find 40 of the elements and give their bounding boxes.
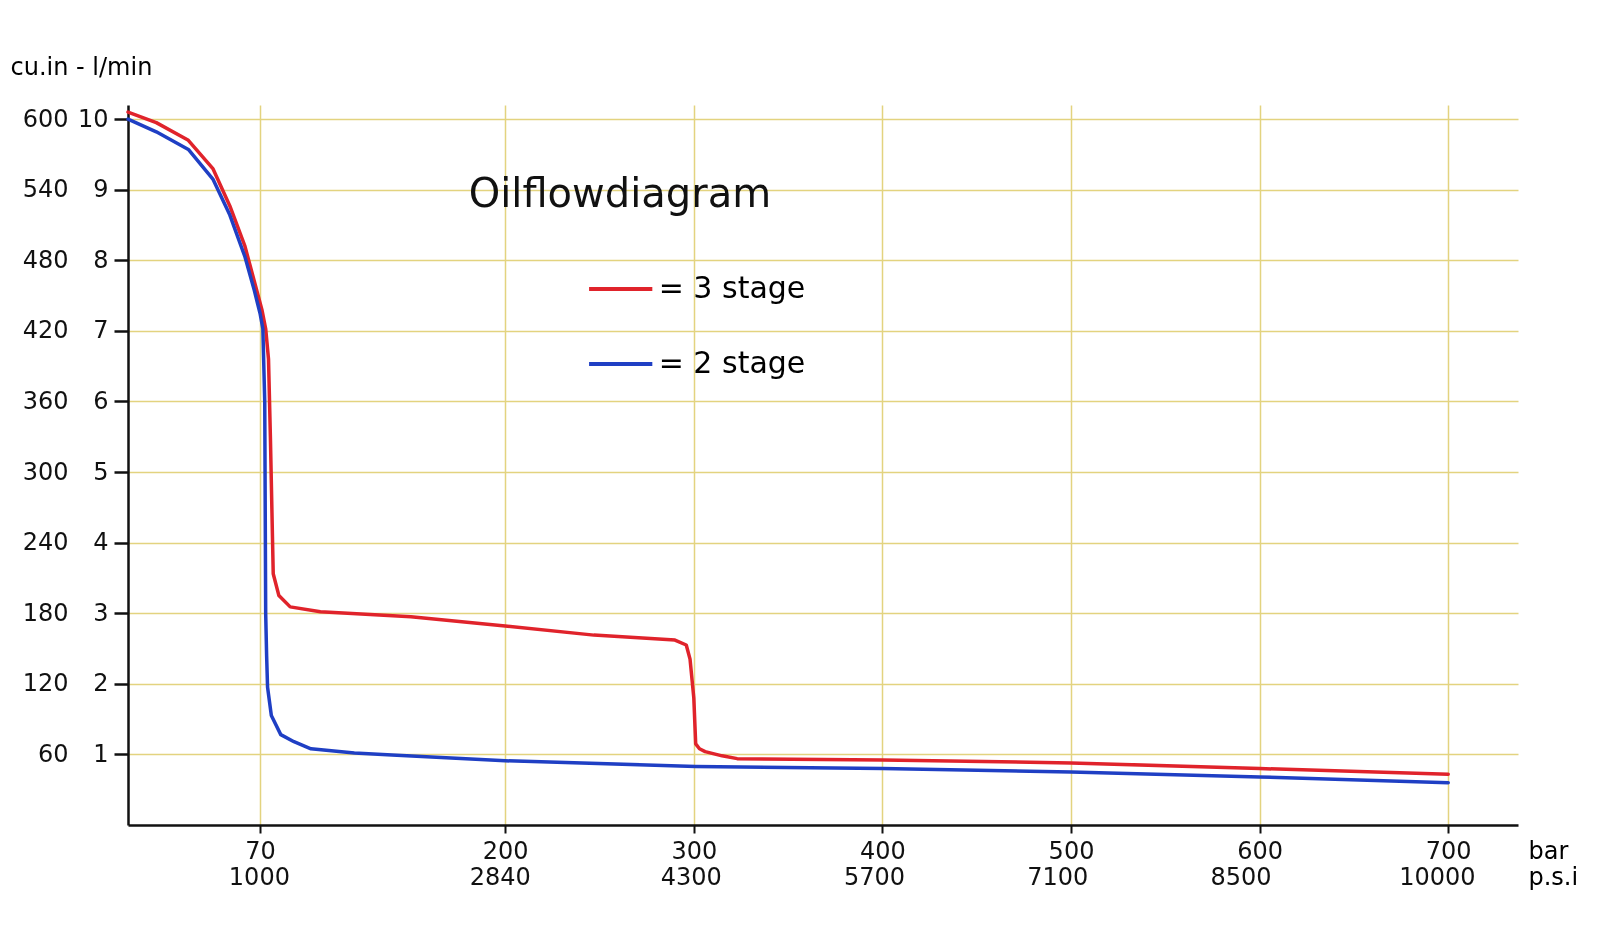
x-tick-label: 700 xyxy=(1425,836,1472,865)
x2-tick-label: 8500 xyxy=(1210,862,1272,891)
text: Oilflowdiagram xyxy=(468,170,772,216)
x-tick-label: 70 xyxy=(245,836,276,865)
x-tick-label: 400 xyxy=(860,836,906,865)
y2-tick-label: 240 xyxy=(22,528,69,557)
y-tick-label: 6 xyxy=(93,386,109,415)
y2-tick-label: 60 xyxy=(37,739,69,768)
x-tick-label: 600 xyxy=(1237,836,1284,865)
y-tick-label: 10 xyxy=(77,104,109,133)
y-tick-label: 5 xyxy=(93,457,109,486)
x2-axis-title: p.s.i xyxy=(1528,862,1579,891)
x-tick-label: 300 xyxy=(671,836,718,865)
y2-tick-label: 600 xyxy=(22,104,69,133)
x2-tick-label: 4300 xyxy=(660,862,722,891)
x2-tick-label: 10000 xyxy=(1399,862,1476,891)
x2-tick-label: 1000 xyxy=(228,862,290,891)
y2-tick-label: 480 xyxy=(22,245,69,274)
y-tick-label: 1 xyxy=(93,739,109,768)
legend-label: = 2 stage xyxy=(658,345,806,380)
legend-label: = 3 stage xyxy=(658,270,806,305)
x-axis-title: bar xyxy=(1528,836,1569,865)
x2-tick-label: 7100 xyxy=(1027,862,1089,891)
x2-tick-label: 2840 xyxy=(469,862,531,891)
x-tick-label: 500 xyxy=(1048,836,1095,865)
x2-tick-label: 5700 xyxy=(844,862,906,891)
y2-tick-label: 420 xyxy=(22,316,69,345)
y-tick-label: 2 xyxy=(93,669,109,698)
x-tick-label: 200 xyxy=(482,836,529,865)
y2-tick-label: 120 xyxy=(22,669,69,698)
y-axis-title: cu.in - l/min xyxy=(10,52,153,81)
y-tick-label: 7 xyxy=(93,316,109,345)
y-tick-label: 4 xyxy=(93,528,109,557)
y-tick-label: 8 xyxy=(93,245,109,274)
y-tick-label: 9 xyxy=(93,175,109,204)
y2-tick-label: 540 xyxy=(22,175,69,204)
y2-tick-label: 300 xyxy=(22,457,69,486)
y2-tick-label: 360 xyxy=(22,386,69,415)
y-tick-label: 3 xyxy=(93,598,109,627)
y2-tick-label: 180 xyxy=(22,598,69,627)
